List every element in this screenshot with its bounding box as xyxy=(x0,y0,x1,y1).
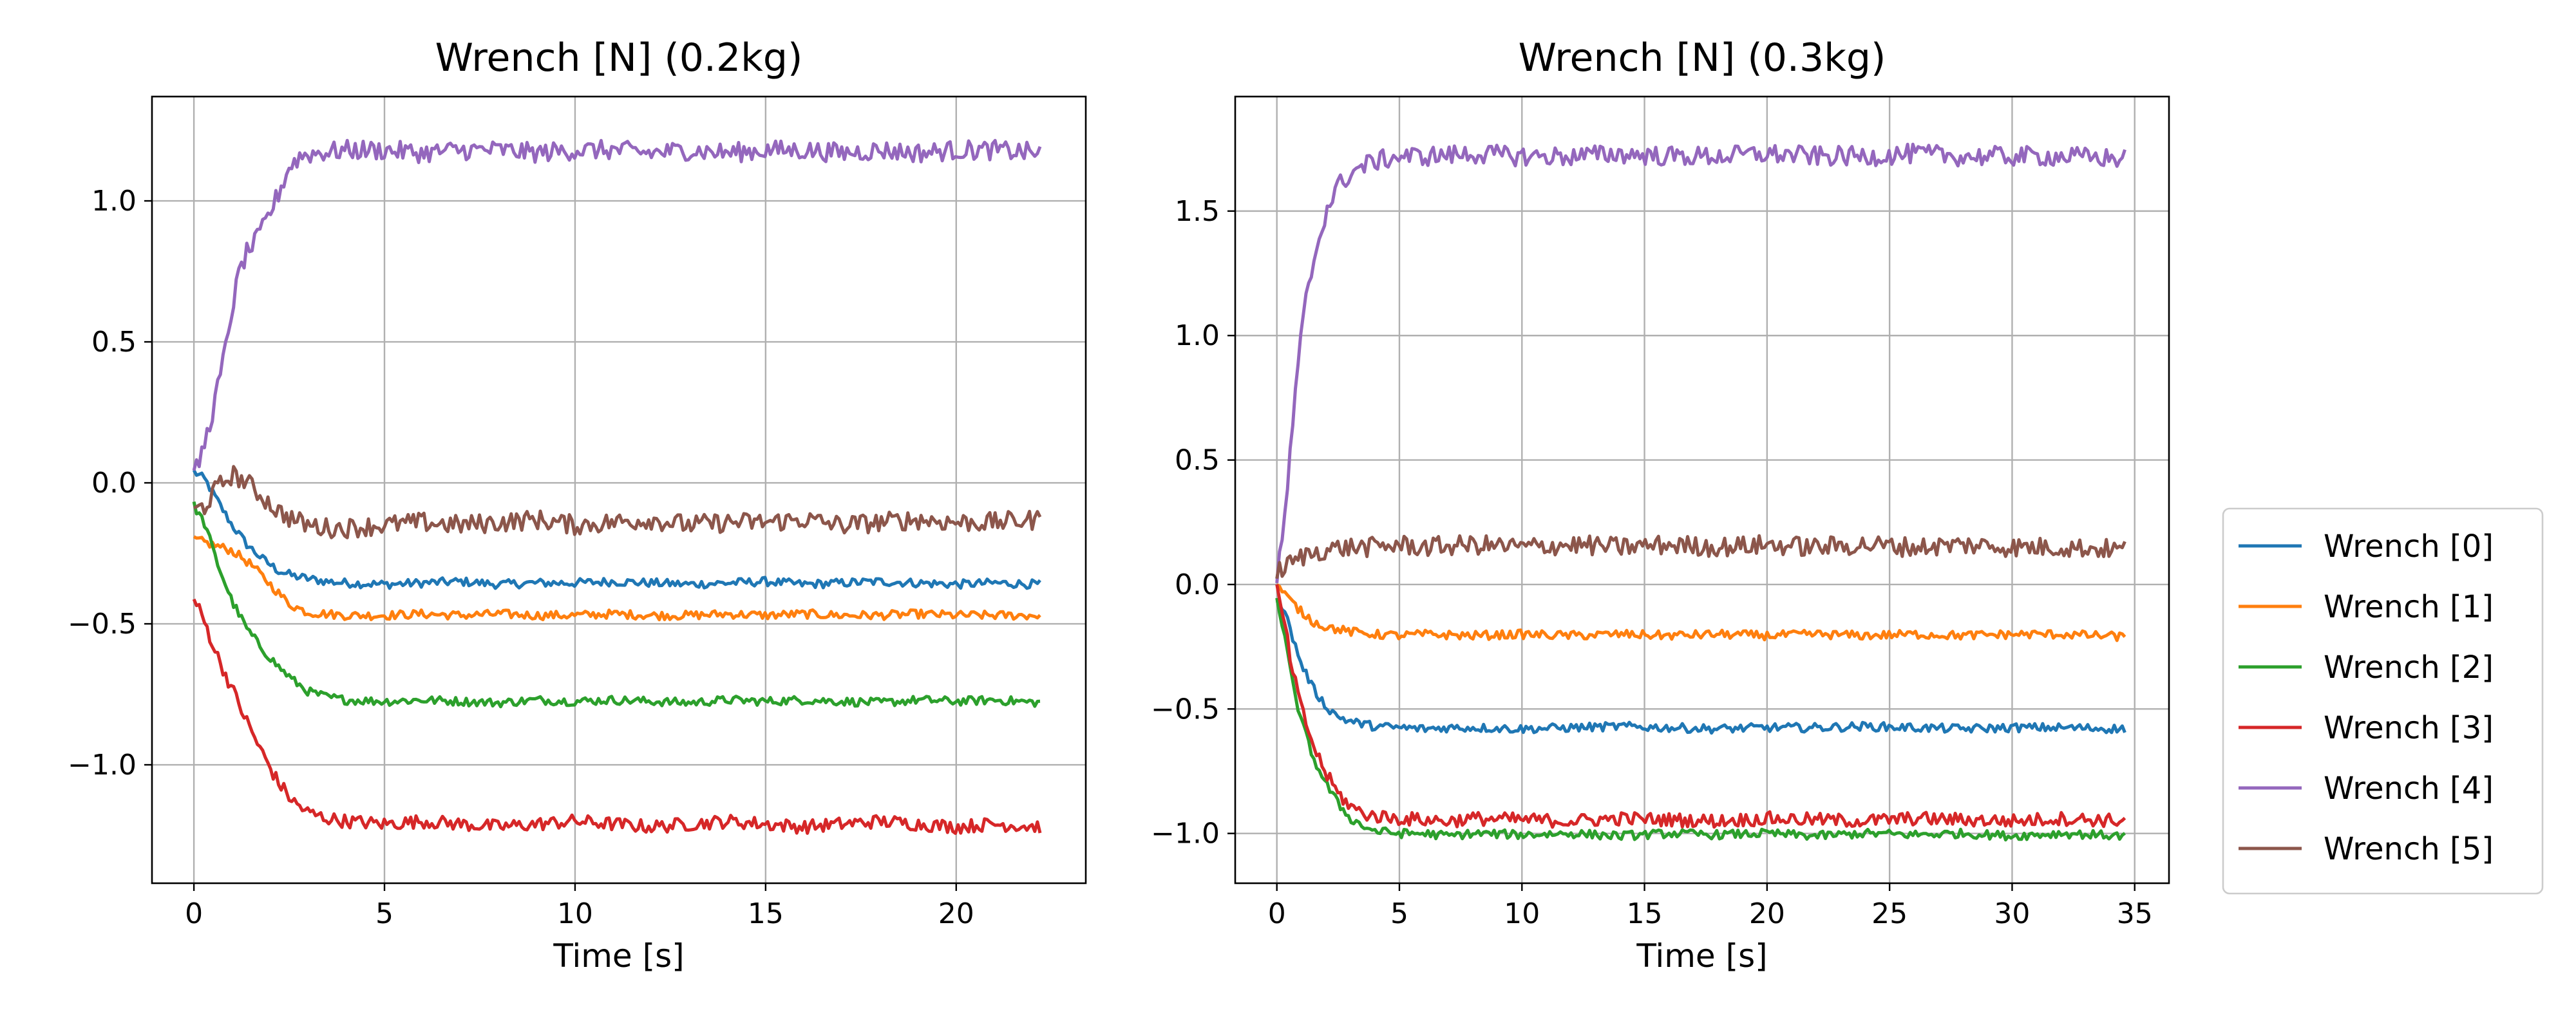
series-line-wrench-5 xyxy=(193,465,1042,539)
x-axis-title: Time [s] xyxy=(1636,937,1767,975)
series-line-wrench-0 xyxy=(192,469,1041,590)
y-tick-label: −1.0 xyxy=(1151,818,1220,850)
series-line-wrench-1 xyxy=(1276,583,2126,642)
x-tick-label: 0 xyxy=(1268,897,1286,930)
axes-frame xyxy=(151,95,1087,885)
y-tick-label: 1.0 xyxy=(1175,319,1220,352)
series-line-wrench-3 xyxy=(192,598,1042,835)
y-tick-label: 1.0 xyxy=(91,185,137,218)
legend-frame xyxy=(2222,507,2544,895)
x-tick-label: 10 xyxy=(557,897,593,930)
legend: Wrench [0] Wrench [1] Wrench [2] Wrench [3]… xyxy=(2222,507,2544,895)
subplot-0.2kg: 0 5 10 15 20 −1.0 −0.5 0.0 0.5 1.0 Time [s] Wrench … xyxy=(68,35,1087,975)
legend-label: Wrench [0] xyxy=(2324,529,2494,565)
x-tick-label: 20 xyxy=(938,897,974,930)
y-tick-label: −0.5 xyxy=(68,608,137,641)
legend-label: Wrench [5] xyxy=(2324,831,2494,867)
y-tick-label: 0.0 xyxy=(1175,568,1220,601)
x-tick-label: 0 xyxy=(185,897,203,930)
y-tick-label: −0.5 xyxy=(1151,693,1220,726)
series-line-wrench-4 xyxy=(1275,142,2126,584)
series-line-wrench-1 xyxy=(193,535,1041,622)
series-line-wrench-2 xyxy=(192,501,1041,709)
y-tick-label: 0.0 xyxy=(91,467,137,500)
legend-label: Wrench [2] xyxy=(2324,650,2494,686)
series-line-wrench-5 xyxy=(1275,534,2126,579)
y-tick-label: 1.5 xyxy=(1175,195,1220,228)
y-tick-label: 0.5 xyxy=(1175,444,1220,477)
x-tick-label: 5 xyxy=(375,897,393,930)
y-tick-label: −1.0 xyxy=(68,749,137,782)
x-tick-label: 15 xyxy=(748,897,784,930)
series-line-wrench-2 xyxy=(1275,597,2126,842)
series-line-wrench-4 xyxy=(192,138,1042,471)
series-line-wrench-0 xyxy=(1275,599,2126,735)
x-tick-label: 30 xyxy=(1994,897,2030,930)
series-line-wrench-3 xyxy=(1275,584,2126,829)
chart-title: Wrench [N] (0.3kg) xyxy=(1519,35,1886,80)
chart-title: Wrench [N] (0.2kg) xyxy=(435,35,803,80)
x-tick-label: 25 xyxy=(1871,897,1908,930)
x-tick-label: 35 xyxy=(2117,897,2153,930)
legend-label: Wrench [3] xyxy=(2324,710,2494,746)
x-tick-label: 5 xyxy=(1390,897,1408,930)
y-tick-label: 0.5 xyxy=(91,326,137,359)
legend-label: Wrench [4] xyxy=(2324,771,2494,807)
x-tick-label: 10 xyxy=(1504,897,1540,930)
x-tick-label: 20 xyxy=(1749,897,1785,930)
x-axis-title: Time [s] xyxy=(553,937,684,975)
legend-label: Wrench [1] xyxy=(2324,589,2494,625)
axes-frame xyxy=(1234,95,2170,885)
x-tick-label: 15 xyxy=(1627,897,1663,930)
subplot-0.3kg: 0 5 10 15 20 25 30 35 −1.0 −0.5 0.0 0.5 1.0 1.5 Time [… xyxy=(1151,35,2170,975)
